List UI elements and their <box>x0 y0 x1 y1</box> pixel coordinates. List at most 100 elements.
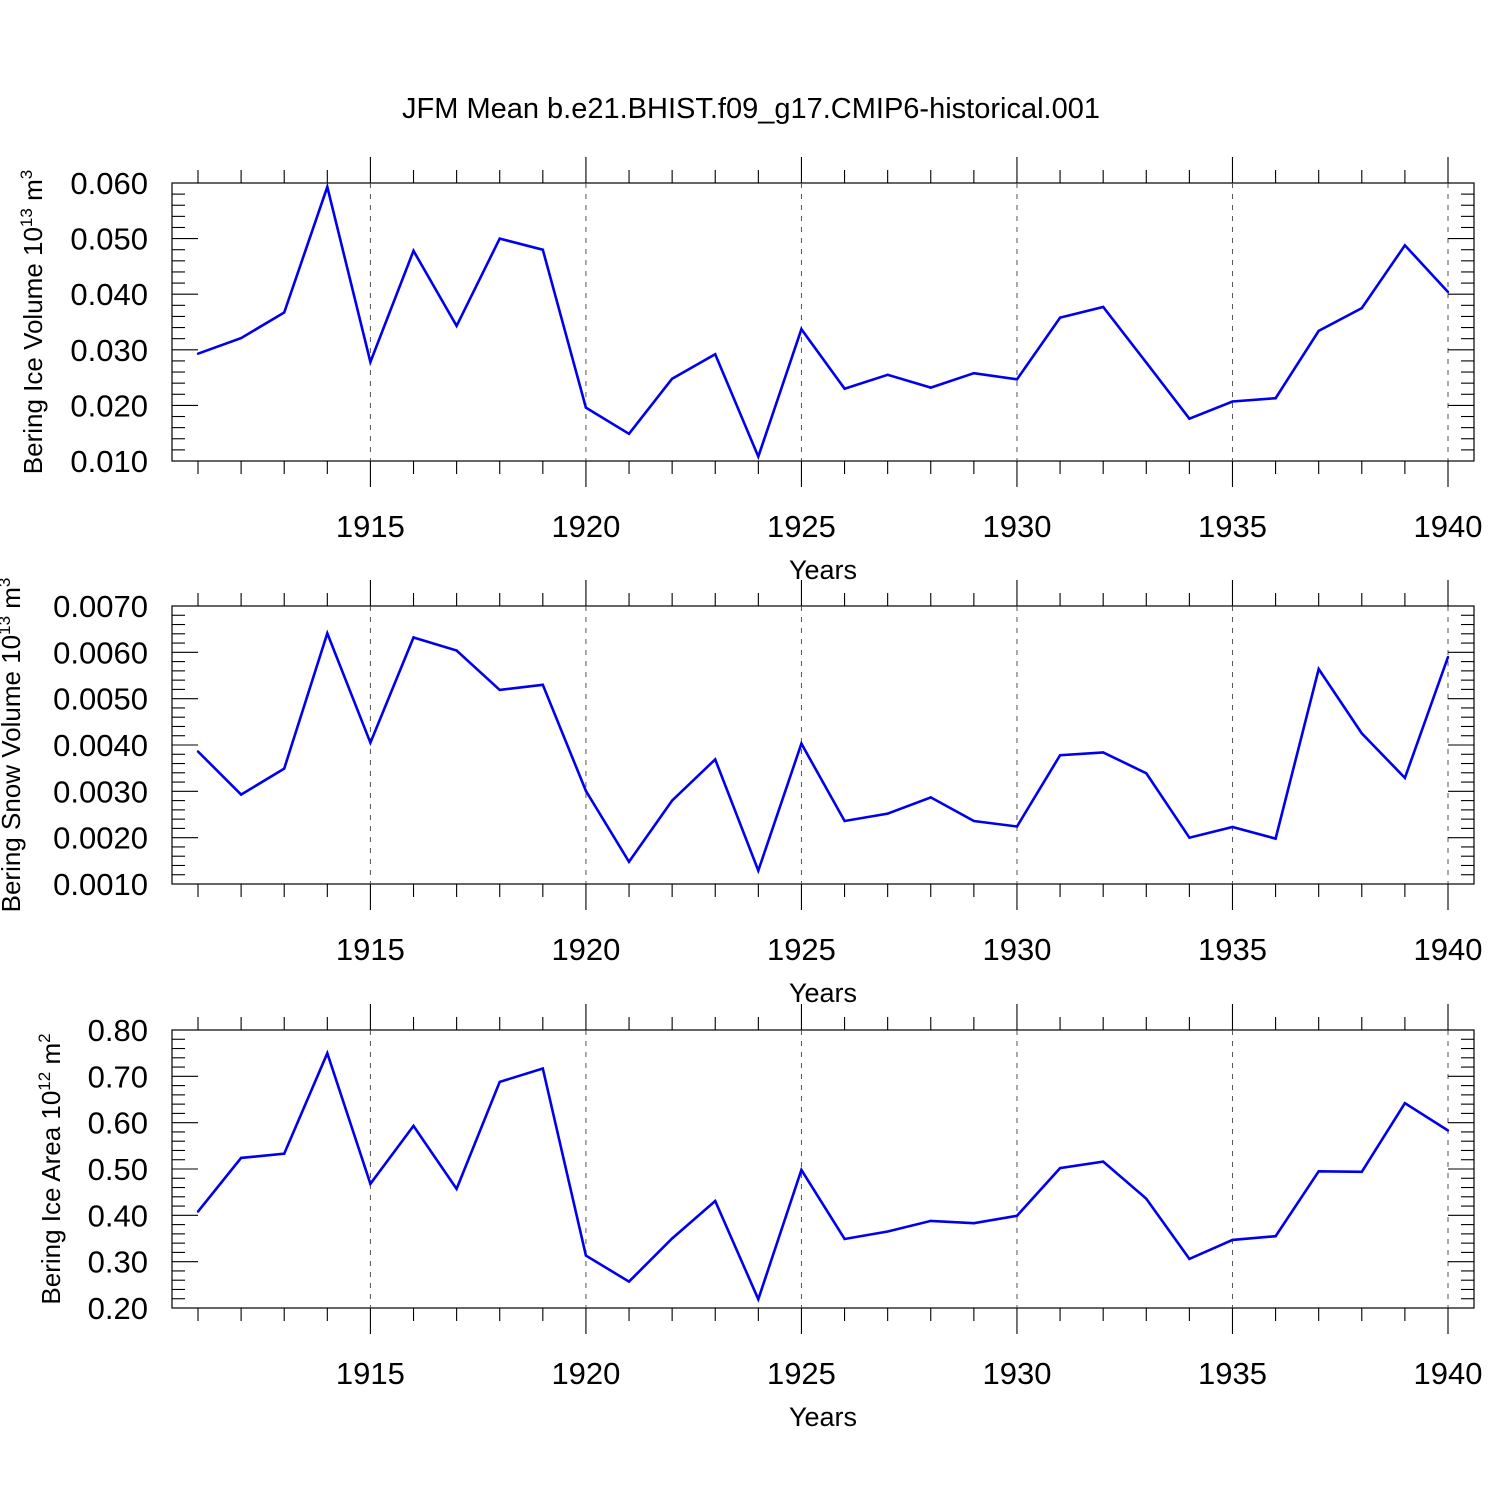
data-point <box>929 796 932 799</box>
data-point <box>196 750 200 753</box>
data-point <box>627 432 631 435</box>
series-line <box>197 182 1449 461</box>
y-axis-label: Bering Snow Volume 1013 m3 <box>0 578 26 913</box>
data-point <box>929 1219 932 1223</box>
data-point <box>886 1230 889 1233</box>
data-point <box>1015 1214 1019 1217</box>
data-point <box>283 767 286 770</box>
data-point <box>412 1124 415 1128</box>
data-point <box>541 248 545 251</box>
data-point <box>627 1280 631 1283</box>
data-point <box>714 1199 717 1203</box>
data-point <box>757 1297 760 1301</box>
data-point <box>670 1237 674 1240</box>
data-point <box>196 1210 200 1213</box>
data-point <box>843 387 846 390</box>
data-point <box>196 352 200 355</box>
data-point <box>1188 417 1191 420</box>
data-point <box>1058 753 1062 757</box>
data-point <box>283 1152 286 1155</box>
y-tick-label: 0.040 <box>70 277 148 312</box>
data-point <box>627 860 631 863</box>
data-point <box>455 1187 458 1191</box>
data-point <box>1101 751 1105 754</box>
data-point <box>1058 316 1062 319</box>
y-tick-label: 0.0050 <box>53 682 148 717</box>
x-tick-label: 1915 <box>336 932 405 967</box>
y-tick-label: 0.70 <box>88 1059 148 1094</box>
data-point <box>1231 400 1234 403</box>
y-axis-label: Bering Ice Volume 1013 m3 <box>17 170 48 474</box>
data-point <box>714 353 717 356</box>
data-point <box>843 819 846 823</box>
data-point <box>1188 836 1191 839</box>
y-tick-label: 0.0020 <box>53 821 148 856</box>
data-point <box>584 789 588 793</box>
data-point <box>1101 305 1105 309</box>
data-point <box>1446 290 1450 294</box>
data-point <box>1231 1238 1234 1242</box>
x-tick-label: 1925 <box>767 932 836 967</box>
data-point <box>972 1222 976 1225</box>
data-point <box>1360 306 1363 310</box>
data-point <box>1145 772 1148 775</box>
data-point <box>1360 1170 1363 1173</box>
data-point <box>757 869 760 872</box>
chart-panel-1: 1915 1920 1925 1930 1935 1940 0.010 0.020 0.030 0… <box>17 157 1482 585</box>
data-point <box>972 371 976 375</box>
y-tick-label: 0.0040 <box>53 728 148 763</box>
data-point <box>369 360 372 364</box>
data-point <box>1403 244 1407 247</box>
chart-panel-2: 1915 1920 1925 1930 1935 1940 0.0010 0.0020 0.00… <box>0 578 1482 1008</box>
data-point <box>326 1051 329 1055</box>
data-point <box>326 185 329 189</box>
x-tick-label: 1930 <box>982 932 1051 967</box>
y-tick-label: 0.030 <box>70 333 148 368</box>
data-point <box>929 386 932 389</box>
data-point <box>369 1182 372 1186</box>
y-tick-label: 0.50 <box>88 1152 148 1187</box>
data-point <box>757 455 760 458</box>
data-point <box>886 812 889 815</box>
x-tick-label: 1930 <box>982 509 1051 544</box>
data-point <box>1446 655 1450 659</box>
data-point <box>498 688 501 692</box>
data-point <box>843 1237 846 1241</box>
data-point <box>972 819 976 823</box>
x-tick-label: 1925 <box>767 509 836 544</box>
x-tick-label: 1935 <box>1198 509 1267 544</box>
data-point <box>239 793 243 796</box>
data-point <box>326 632 329 635</box>
y-tick-label: 0.060 <box>70 166 148 201</box>
data-point <box>369 741 372 744</box>
data-point <box>714 758 717 761</box>
data-point <box>800 1168 803 1172</box>
y-tick-label: 0.020 <box>70 388 148 423</box>
data-point <box>1058 1166 1062 1170</box>
y-tick-label: 0.0030 <box>53 774 148 809</box>
x-tick-label: 1930 <box>982 1356 1051 1391</box>
data-point <box>670 799 674 802</box>
data-point <box>1317 1170 1320 1173</box>
data-point <box>1403 776 1407 780</box>
data-point <box>800 742 803 745</box>
data-point <box>1101 1160 1105 1163</box>
data-point <box>1274 837 1277 840</box>
data-point <box>455 649 458 652</box>
y-tick-label: 0.0070 <box>53 589 148 624</box>
data-point <box>1231 825 1234 829</box>
data-point <box>1015 825 1019 828</box>
data-point <box>1145 361 1148 364</box>
data-point <box>1274 1234 1277 1238</box>
y-tick-label: 0.80 <box>88 1013 148 1048</box>
x-tick-label: 1935 <box>1198 932 1267 967</box>
data-point <box>239 1156 243 1160</box>
y-tick-label: 0.0060 <box>53 635 148 670</box>
data-point <box>886 373 889 377</box>
data-point <box>1145 1197 1148 1200</box>
data-point <box>1317 329 1320 333</box>
data-point <box>498 1080 501 1084</box>
x-tick-label: 1935 <box>1198 1356 1267 1391</box>
data-point <box>498 237 501 240</box>
